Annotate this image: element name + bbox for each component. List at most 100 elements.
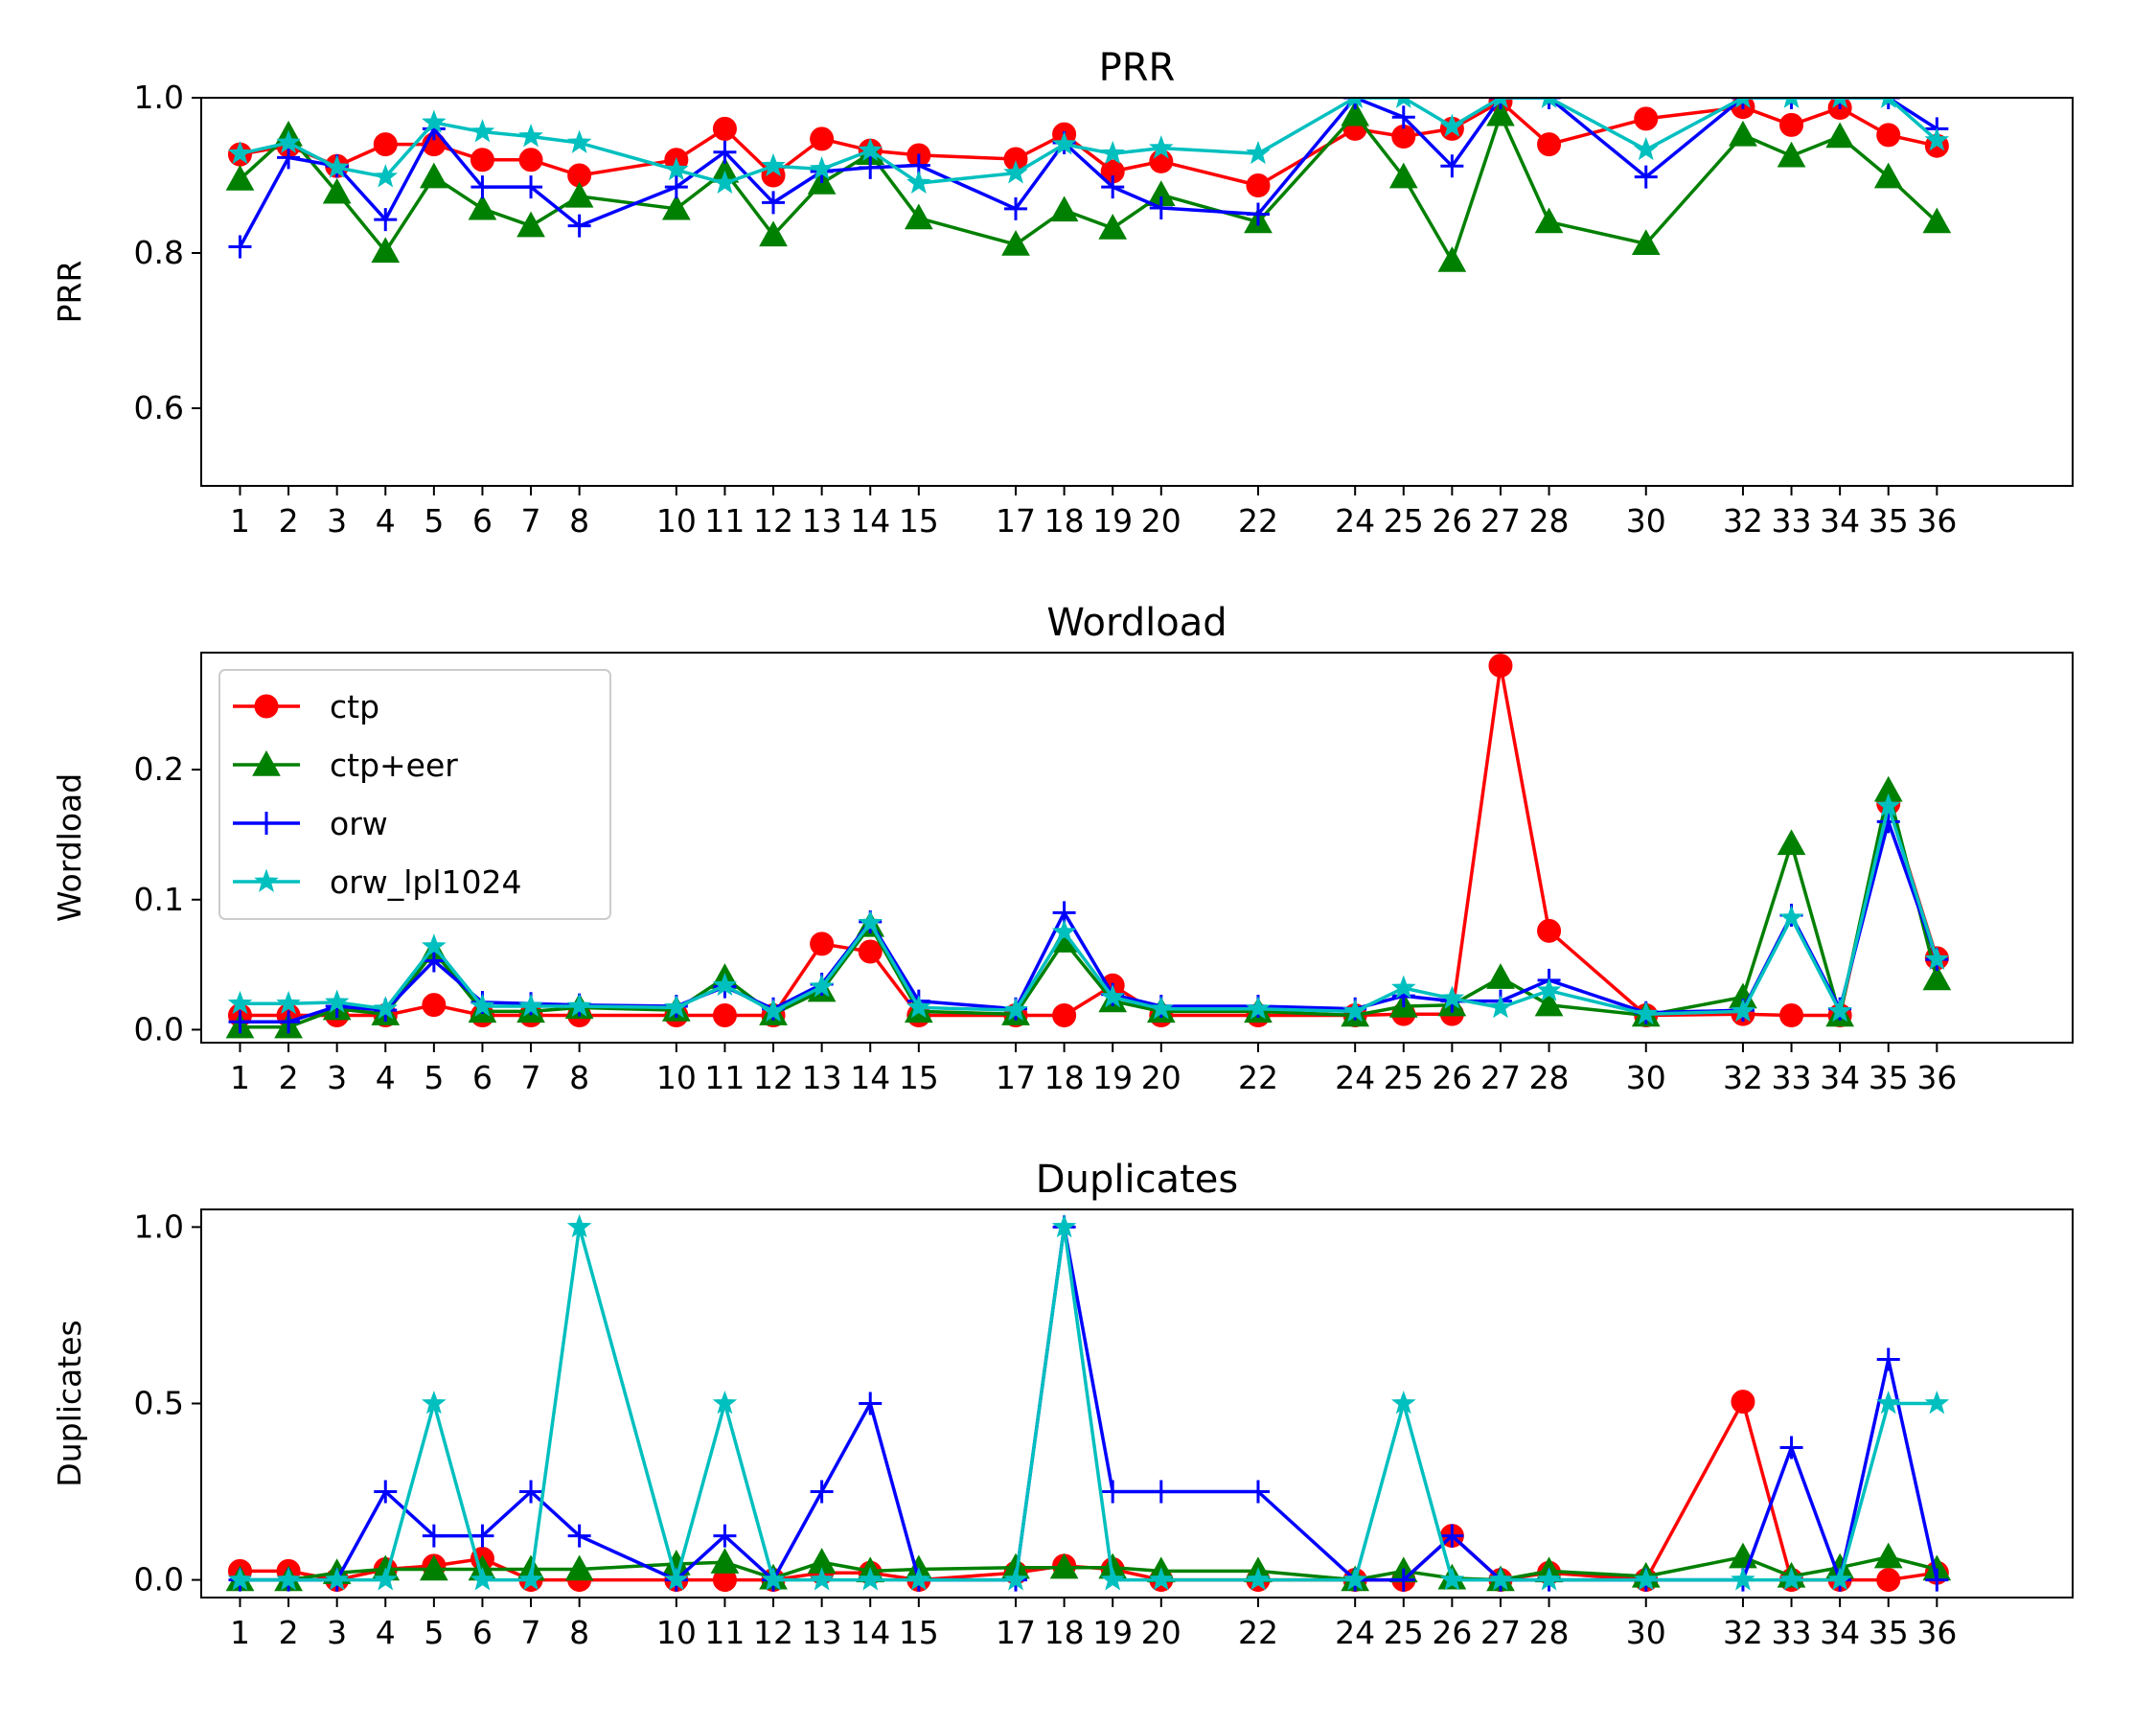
x-tick-label: 15 bbox=[899, 1614, 939, 1651]
data-point bbox=[422, 1391, 447, 1414]
data-point bbox=[566, 993, 592, 1017]
data-point bbox=[1003, 160, 1028, 184]
data-point bbox=[470, 1524, 494, 1548]
data-point bbox=[1731, 1567, 1755, 1591]
x-tick-label: 36 bbox=[1916, 502, 1957, 540]
data-point bbox=[276, 1567, 301, 1591]
data-point bbox=[1391, 1568, 1415, 1592]
data-point bbox=[664, 994, 689, 1019]
x-tick-label: 18 bbox=[1044, 502, 1085, 540]
x-tick-label: 33 bbox=[1772, 502, 1812, 540]
data-point bbox=[712, 1003, 737, 1028]
x-tick-label: 13 bbox=[802, 1059, 842, 1096]
data-point bbox=[1534, 207, 1564, 234]
legend-marker bbox=[252, 749, 281, 776]
data-point bbox=[1001, 230, 1030, 256]
x-tick-label: 13 bbox=[802, 1614, 842, 1651]
data-point bbox=[1004, 196, 1028, 220]
x-tick-label: 27 bbox=[1480, 1614, 1521, 1651]
y-tick-label: 0.0 bbox=[134, 1561, 184, 1598]
x-tick-label: 27 bbox=[1480, 502, 1521, 540]
x-tick-label: 1 bbox=[230, 1614, 250, 1651]
data-point bbox=[1779, 1436, 1803, 1460]
data-point bbox=[468, 194, 497, 220]
y-tick-label: 1.0 bbox=[134, 79, 184, 116]
x-tick-label: 17 bbox=[996, 1614, 1036, 1651]
series-line bbox=[240, 100, 1938, 188]
data-point bbox=[1922, 207, 1952, 234]
data-point bbox=[761, 1567, 786, 1591]
data-point bbox=[1342, 1567, 1367, 1591]
data-point bbox=[1246, 1567, 1271, 1591]
series-orw_lpl1024 bbox=[227, 1213, 1950, 1591]
subplot-title: Duplicates bbox=[1036, 1158, 1238, 1202]
data-point bbox=[1003, 1567, 1028, 1591]
data-point bbox=[1052, 1003, 1077, 1028]
x-tick-label: 10 bbox=[656, 1614, 697, 1651]
data-point bbox=[712, 170, 738, 194]
data-point bbox=[809, 1567, 835, 1591]
data-point bbox=[1633, 1000, 1659, 1025]
x-tick-label: 34 bbox=[1820, 1614, 1860, 1651]
x-tick-label: 4 bbox=[376, 1059, 396, 1096]
data-point bbox=[1101, 1480, 1125, 1504]
plot-area bbox=[225, 654, 1952, 1039]
x-tick-label: 19 bbox=[1092, 1614, 1133, 1651]
data-point bbox=[1391, 975, 1416, 999]
data-point bbox=[712, 116, 737, 141]
data-point bbox=[906, 994, 931, 1019]
data-point bbox=[422, 933, 447, 957]
data-point bbox=[1246, 996, 1271, 1020]
x-tick-label: 24 bbox=[1335, 502, 1375, 540]
data-point bbox=[1541, 98, 1557, 108]
subplot-title: PRR bbox=[1099, 46, 1176, 90]
x-tick-label: 14 bbox=[850, 1614, 890, 1651]
data-point bbox=[1341, 100, 1370, 126]
data-point bbox=[566, 129, 592, 153]
x-tick-label: 14 bbox=[850, 1059, 890, 1096]
data-point bbox=[1777, 829, 1806, 856]
data-point bbox=[371, 237, 401, 264]
data-point bbox=[1924, 946, 1950, 971]
data-point bbox=[228, 235, 252, 259]
x-tick-label: 17 bbox=[996, 502, 1036, 540]
x-tick-label: 8 bbox=[569, 1614, 589, 1651]
x-tick-label: 2 bbox=[279, 1059, 299, 1096]
data-point bbox=[1633, 1567, 1659, 1591]
data-point bbox=[1729, 120, 1757, 147]
data-point bbox=[373, 996, 399, 1020]
x-tick-label: 15 bbox=[899, 1059, 939, 1096]
data-point bbox=[1779, 1003, 1804, 1028]
legend-marker bbox=[254, 694, 279, 719]
x-tick-label: 10 bbox=[656, 502, 697, 540]
data-point bbox=[518, 1567, 543, 1591]
x-tick-label: 12 bbox=[753, 502, 793, 540]
data-point bbox=[1246, 140, 1271, 165]
data-point bbox=[664, 156, 689, 181]
data-point bbox=[1876, 810, 1900, 834]
data-point bbox=[1876, 1347, 1900, 1371]
data-point bbox=[904, 203, 933, 230]
plot-area bbox=[225, 98, 1952, 272]
data-point bbox=[1922, 964, 1952, 991]
x-tick-label: 15 bbox=[899, 502, 939, 540]
x-tick-label: 19 bbox=[1092, 1059, 1133, 1096]
x-tick-label: 2 bbox=[279, 1614, 299, 1651]
x-tick-label: 32 bbox=[1723, 1059, 1763, 1096]
data-point bbox=[1876, 123, 1901, 148]
x-tick-label: 35 bbox=[1869, 1059, 1909, 1096]
data-point bbox=[1875, 793, 1901, 816]
x-tick-label: 8 bbox=[569, 502, 589, 540]
x-tick-label: 4 bbox=[376, 502, 396, 540]
x-tick-label: 10 bbox=[656, 1059, 697, 1096]
y-tick-label: 0.1 bbox=[134, 881, 184, 918]
data-point bbox=[567, 1524, 591, 1548]
data-point bbox=[1246, 202, 1270, 226]
data-point bbox=[1486, 963, 1515, 989]
data-point bbox=[1876, 1568, 1901, 1593]
data-point bbox=[374, 208, 398, 232]
data-point bbox=[1051, 131, 1077, 155]
data-point bbox=[1634, 106, 1659, 131]
x-tick-label: 12 bbox=[753, 1614, 793, 1651]
data-point bbox=[1731, 98, 1755, 109]
